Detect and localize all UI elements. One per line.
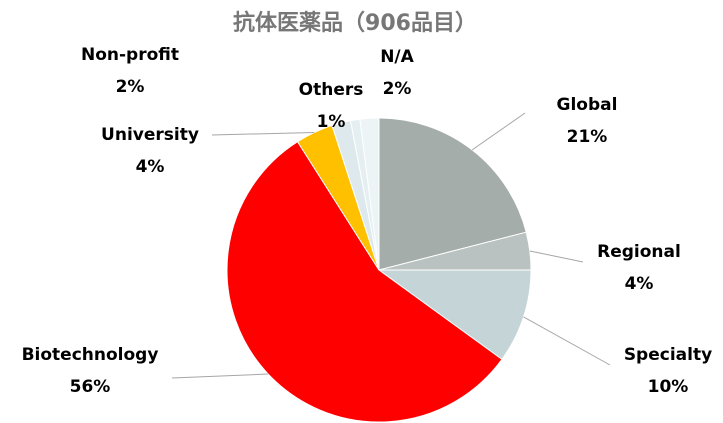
slice-label: Regional <box>597 242 681 262</box>
slice-value: 1% <box>317 112 346 132</box>
pie-slice <box>359 117 380 271</box>
slice-value: 2% <box>116 77 145 97</box>
slice-label: Global <box>557 95 618 115</box>
chart-title: 抗体医薬品（906品目） <box>233 10 477 36</box>
leader-line <box>529 250 584 263</box>
leader-line <box>211 131 315 136</box>
slice-value: 10% <box>648 377 689 397</box>
slice-value: 21% <box>567 127 608 147</box>
slice-label: Non-profit <box>81 45 179 65</box>
slice-value: 4% <box>625 274 654 294</box>
slice-value: 56% <box>70 377 111 397</box>
pie-slice <box>226 140 503 423</box>
slice-label: Specialty <box>624 345 712 365</box>
slice-label: Others <box>299 80 364 100</box>
slice-value: 2% <box>383 79 412 99</box>
leader-line <box>171 373 269 379</box>
leader-line <box>471 112 526 151</box>
slice-label: Biotechnology <box>22 345 159 365</box>
slice-value: 4% <box>136 157 165 177</box>
slice-label: University <box>101 125 199 145</box>
slice-label: N/A <box>380 47 414 67</box>
leader-line <box>523 316 611 366</box>
